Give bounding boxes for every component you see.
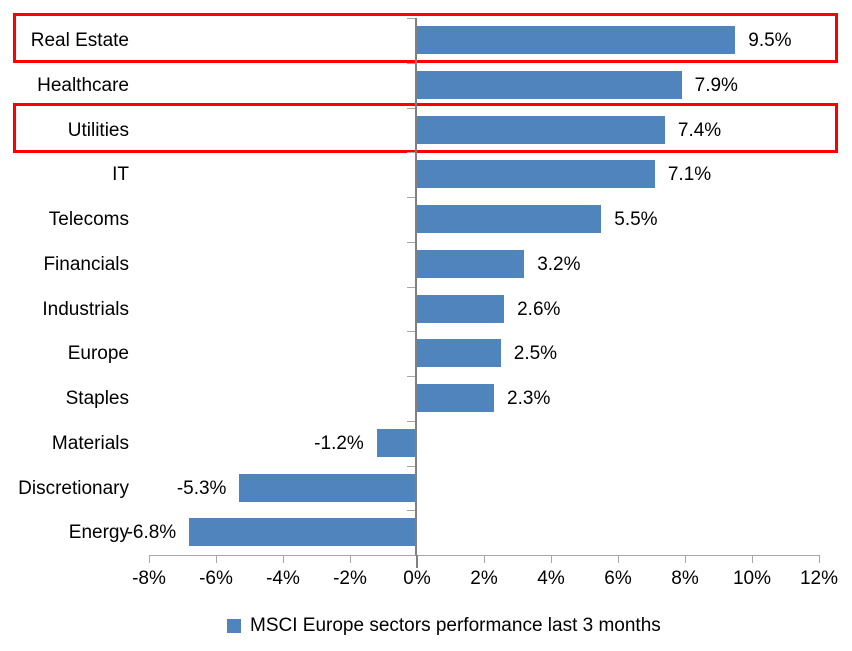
x-axis-tick-label: 6% xyxy=(604,568,632,589)
category-label: Europe xyxy=(67,343,129,364)
category-label: Staples xyxy=(65,388,129,409)
x-axis-tick xyxy=(551,555,552,563)
category-axis-tick xyxy=(407,108,415,109)
category-axis-tick xyxy=(407,376,415,377)
x-axis-tick xyxy=(216,555,217,563)
bar-industrials xyxy=(417,295,505,324)
bar-discretionary xyxy=(239,474,417,503)
x-axis-tick-label: -4% xyxy=(266,568,300,589)
category-axis-tick xyxy=(407,555,415,556)
bar-staples xyxy=(417,384,495,413)
x-axis-tick xyxy=(819,555,820,563)
data-label: 7.9% xyxy=(694,75,738,96)
category-axis-tick xyxy=(407,331,415,332)
data-label: 5.5% xyxy=(614,209,658,230)
data-label: 2.6% xyxy=(517,299,561,320)
bar-europe xyxy=(417,339,501,368)
x-axis-tick xyxy=(618,555,619,563)
category-axis-tick xyxy=(407,466,415,467)
x-axis-tick-label: -2% xyxy=(333,568,367,589)
bar-materials xyxy=(376,429,417,458)
x-axis-tick-label: 12% xyxy=(799,568,839,589)
category-label: Materials xyxy=(51,433,129,454)
legend: MSCI Europe sectors performance last 3 m… xyxy=(227,616,661,635)
x-axis-tick xyxy=(149,555,150,563)
data-label: 7.4% xyxy=(677,120,722,141)
x-axis-tick xyxy=(416,555,418,568)
category-label: Financials xyxy=(43,254,129,275)
x-axis-tick xyxy=(350,555,351,563)
x-axis-tick xyxy=(283,555,284,563)
category-axis-tick xyxy=(407,197,415,198)
legend-marker-icon xyxy=(227,618,241,633)
category-axis-tick xyxy=(407,242,415,243)
category-axis-line xyxy=(415,18,417,555)
highlight-box-utilities xyxy=(13,103,838,153)
category-label: Healthcare xyxy=(37,75,129,96)
category-axis-tick xyxy=(407,287,415,288)
bar-healthcare xyxy=(417,71,682,100)
data-label: -5.3% xyxy=(176,478,227,499)
category-label: Utilities xyxy=(67,120,129,141)
bar-financials xyxy=(417,250,525,279)
category-label: IT xyxy=(112,164,129,185)
data-label: 2.5% xyxy=(513,343,558,364)
data-label: 9.5% xyxy=(748,30,792,51)
x-axis-tick xyxy=(685,555,686,563)
category-axis-tick xyxy=(407,421,415,422)
category-label: Industrials xyxy=(42,299,129,320)
x-axis-tick-label: 4% xyxy=(537,568,565,589)
x-axis-tick xyxy=(752,555,753,563)
category-axis-tick xyxy=(407,63,415,64)
bar-energy xyxy=(189,518,417,547)
data-label: -1.2% xyxy=(314,433,364,454)
data-label: 3.2% xyxy=(537,254,581,275)
category-axis-tick xyxy=(407,18,415,19)
highlight-box-real-estate xyxy=(13,13,838,63)
bar-real-estate xyxy=(417,26,736,55)
category-label: Discretionary xyxy=(18,478,129,499)
x-axis-tick-label: 2% xyxy=(470,568,498,589)
x-axis-tick-label: -6% xyxy=(199,568,233,589)
category-label: Energy xyxy=(68,522,129,543)
x-axis-tick-label: 10% xyxy=(732,568,772,589)
x-axis-tick-label: 0% xyxy=(403,568,431,589)
data-label: -6.8% xyxy=(126,522,177,543)
category-axis-tick xyxy=(407,152,415,153)
bar-it xyxy=(417,160,655,189)
data-label: 2.3% xyxy=(507,388,551,409)
bar-telecoms xyxy=(417,205,602,234)
legend-label: MSCI Europe sectors performance last 3 m… xyxy=(250,615,661,636)
category-label: Real Estate xyxy=(30,30,129,51)
x-axis-tick-label: 8% xyxy=(671,568,699,589)
data-label: 7.1% xyxy=(667,164,712,185)
category-axis-tick xyxy=(407,510,415,511)
x-axis-tick-label: -8% xyxy=(132,568,166,589)
bar-utilities xyxy=(417,116,665,145)
x-axis-tick xyxy=(484,555,485,563)
category-label: Telecoms xyxy=(48,209,129,230)
